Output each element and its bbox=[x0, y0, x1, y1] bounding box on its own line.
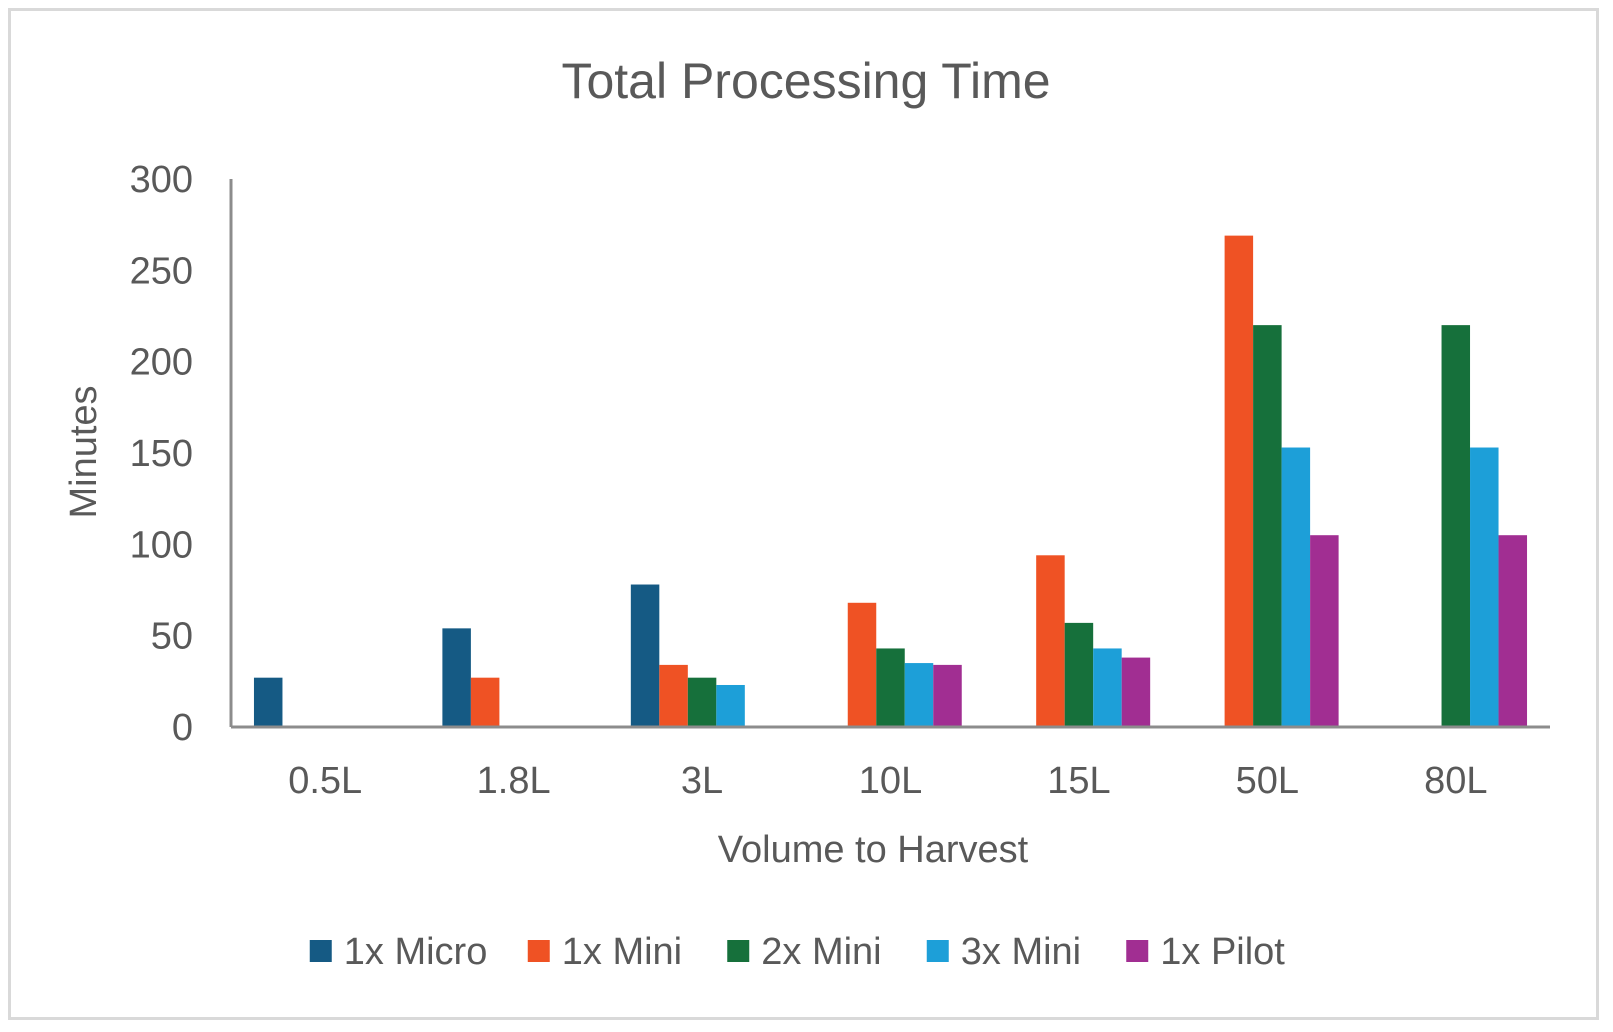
legend-label: 3x Mini bbox=[961, 931, 1081, 973]
x-tick-label: 10L bbox=[859, 760, 922, 802]
y-tick-label: 200 bbox=[130, 342, 193, 384]
x-tick-label: 80L bbox=[1424, 760, 1487, 802]
x-tick-label: 1.8L bbox=[477, 760, 551, 802]
chart-frame bbox=[8, 8, 1599, 1020]
bar-1x-mini-1-8l bbox=[470, 677, 500, 727]
legend-swatch bbox=[727, 940, 750, 962]
legend-swatch bbox=[1126, 940, 1149, 962]
legend-label: 1x Pilot bbox=[1160, 931, 1285, 973]
bar-1x-micro-1-8l bbox=[442, 628, 471, 727]
y-tick-label: 300 bbox=[130, 159, 193, 201]
y-tick-label: 0 bbox=[172, 707, 193, 749]
bar-2x-mini-10l bbox=[876, 648, 905, 727]
bar-3x-mini-80l bbox=[1470, 447, 1499, 727]
y-tick-label: 250 bbox=[130, 250, 193, 292]
y-tick-labels: 0 50 100 150 200 250 300 bbox=[130, 159, 193, 749]
bar-3x-mini-3l bbox=[716, 684, 745, 727]
bar-1x-mini-50l bbox=[1224, 235, 1254, 728]
bar-1x-pilot-15l bbox=[1121, 657, 1151, 727]
bar-1x-micro-3l bbox=[630, 584, 660, 727]
bar-2x-mini-50l bbox=[1253, 325, 1282, 727]
x-axis-label: Volume to Harvest bbox=[718, 829, 1029, 871]
bars-group bbox=[253, 235, 1528, 728]
bar-1x-pilot-50l bbox=[1310, 535, 1339, 727]
bar-1x-micro-0-5l bbox=[253, 677, 283, 727]
chart-title: Total Processing Time bbox=[561, 53, 1050, 109]
bar-3x-mini-50l bbox=[1281, 447, 1311, 727]
bar-2x-mini-80l bbox=[1441, 325, 1471, 727]
bar-1x-mini-3l bbox=[659, 664, 688, 727]
legend-label: 1x Micro bbox=[344, 931, 488, 973]
x-tick-label: 0.5L bbox=[288, 760, 362, 802]
y-tick-label: 100 bbox=[130, 524, 193, 566]
legend-swatch bbox=[926, 940, 949, 962]
y-tick-label: 50 bbox=[151, 616, 193, 658]
bar-1x-pilot-10l bbox=[933, 664, 962, 727]
y-tick-label: 150 bbox=[130, 433, 193, 475]
bar-1x-mini-10l bbox=[847, 602, 877, 727]
x-tick-label: 3L bbox=[681, 760, 723, 802]
bar-3x-mini-15l bbox=[1093, 648, 1122, 727]
y-axis-label: Minutes bbox=[63, 385, 105, 518]
bar-2x-mini-15l bbox=[1064, 622, 1094, 727]
legend-swatch bbox=[527, 940, 550, 962]
legend-label: 1x Mini bbox=[562, 931, 682, 973]
x-tick-label: 50L bbox=[1236, 760, 1299, 802]
x-tick-labels: 0.5L 1.8L 3L 10L 15L 50L 80L bbox=[288, 760, 1487, 802]
bar-2x-mini-3l bbox=[687, 677, 717, 727]
bar-1x-pilot-80l bbox=[1498, 535, 1528, 727]
legend-label: 2x Mini bbox=[761, 931, 881, 973]
x-tick-label: 15L bbox=[1047, 760, 1110, 802]
legend: 1x Micro 1x Mini 2x Mini 3x Mini 1x Pilot bbox=[309, 931, 1285, 973]
bar-3x-mini-10l bbox=[904, 663, 934, 727]
legend-swatch bbox=[309, 940, 332, 962]
bar-1x-mini-15l bbox=[1036, 555, 1065, 727]
